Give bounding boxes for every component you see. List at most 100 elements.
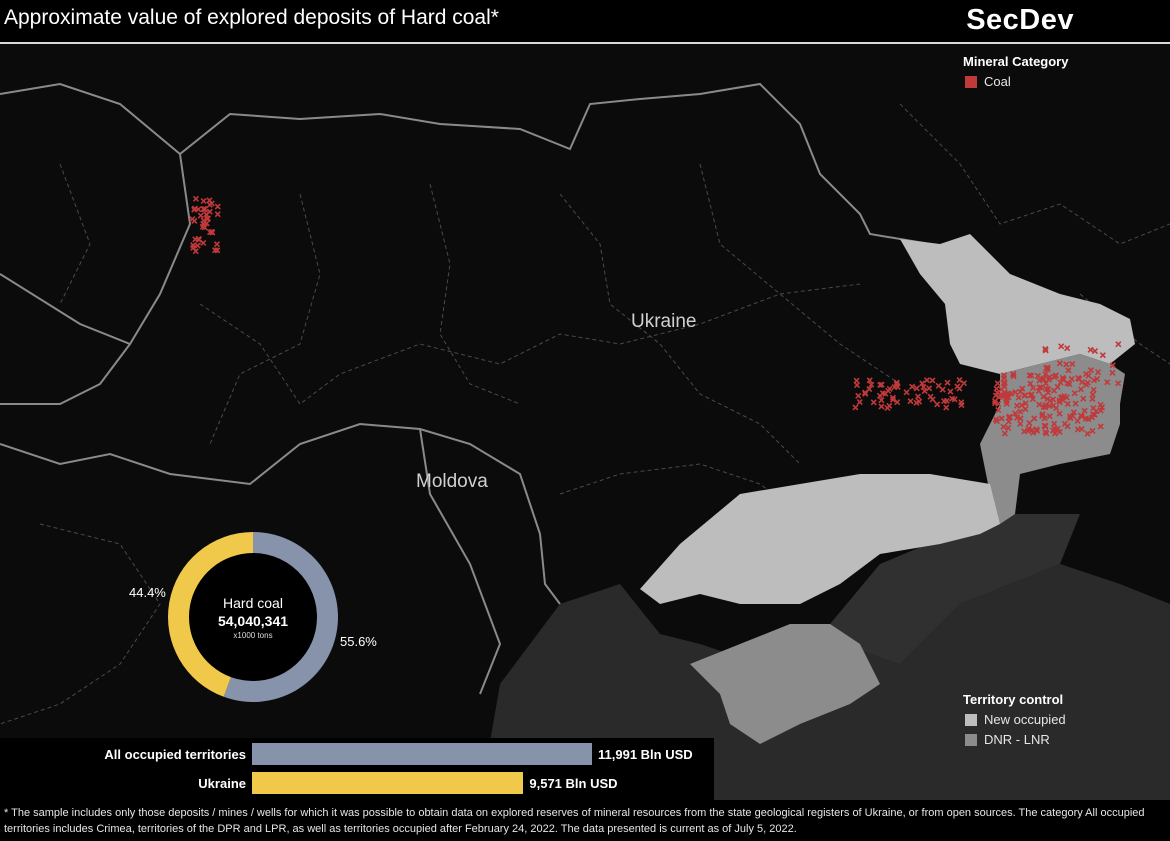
- coal-marker[interactable]: [886, 385, 893, 392]
- coal-marker[interactable]: [1001, 430, 1008, 437]
- coal-marker[interactable]: [190, 244, 197, 251]
- coal-marker[interactable]: [1006, 413, 1013, 420]
- coal-marker[interactable]: [914, 393, 922, 400]
- coal-marker[interactable]: [855, 392, 862, 399]
- bar-occupied[interactable]: [252, 743, 592, 765]
- coal-marker[interactable]: [1056, 410, 1063, 417]
- coal-marker[interactable]: [1014, 414, 1021, 421]
- coal-marker[interactable]: [1017, 408, 1024, 415]
- coal-marker[interactable]: [1080, 395, 1087, 402]
- coal-marker[interactable]: [1036, 401, 1043, 408]
- coal-marker[interactable]: [926, 385, 933, 392]
- coal-marker[interactable]: [1068, 375, 1075, 383]
- coal-marker[interactable]: [878, 403, 885, 410]
- coal-marker[interactable]: [882, 390, 889, 397]
- coal-marker[interactable]: [1093, 375, 1101, 382]
- coal-marker[interactable]: [949, 395, 956, 402]
- coal-marker[interactable]: [852, 404, 859, 411]
- coal-marker[interactable]: [1081, 407, 1088, 414]
- coal-marker[interactable]: [1029, 395, 1036, 403]
- coal-marker[interactable]: [907, 398, 914, 405]
- coal-marker[interactable]: [1074, 426, 1081, 433]
- coal-marker[interactable]: [1084, 430, 1091, 437]
- legend-item-new-occupied[interactable]: New occupied: [965, 712, 1066, 727]
- coal-marker[interactable]: [1044, 366, 1051, 373]
- coal-marker[interactable]: [929, 377, 936, 384]
- coal-marker[interactable]: [1042, 347, 1049, 354]
- coal-marker[interactable]: [1099, 352, 1106, 359]
- coal-marker[interactable]: [1058, 343, 1065, 350]
- coal-marker[interactable]: [1077, 412, 1084, 419]
- coal-marker[interactable]: [204, 215, 211, 222]
- coal-marker[interactable]: [893, 379, 900, 386]
- coal-marker[interactable]: [944, 379, 951, 386]
- donut-chart[interactable]: Hard coal 54,040,341 x1000 tons: [168, 532, 339, 702]
- coal-marker[interactable]: [189, 216, 196, 223]
- coal-marker[interactable]: [1064, 400, 1071, 407]
- coal-marker[interactable]: [1018, 402, 1025, 409]
- coal-marker[interactable]: [998, 386, 1005, 393]
- coal-marker[interactable]: [877, 381, 884, 388]
- coal-marker[interactable]: [913, 385, 920, 392]
- coal-marker[interactable]: [208, 228, 215, 235]
- coal-marker[interactable]: [1005, 424, 1012, 432]
- coal-marker[interactable]: [919, 380, 926, 387]
- coal-marker[interactable]: [1046, 413, 1053, 420]
- coal-marker[interactable]: [1059, 374, 1066, 381]
- coal-marker[interactable]: [1042, 371, 1049, 378]
- coal-marker[interactable]: [889, 396, 897, 403]
- coal-marker[interactable]: [1057, 379, 1064, 386]
- coal-marker[interactable]: [1024, 427, 1031, 434]
- coal-marker[interactable]: [1063, 361, 1070, 368]
- coal-marker[interactable]: [211, 247, 219, 254]
- coal-marker[interactable]: [1087, 346, 1094, 353]
- coal-marker[interactable]: [1066, 381, 1073, 388]
- coal-marker[interactable]: [1089, 391, 1096, 398]
- coal-marker[interactable]: [1047, 397, 1054, 404]
- coal-marker[interactable]: [1040, 376, 1047, 383]
- coal-marker[interactable]: [195, 235, 202, 242]
- coal-marker[interactable]: [1050, 427, 1057, 434]
- legend-item-coal[interactable]: Coal: [965, 74, 1011, 89]
- coal-marker[interactable]: [1043, 386, 1050, 393]
- coal-marker[interactable]: [870, 399, 877, 406]
- coal-marker[interactable]: [1109, 362, 1116, 369]
- coal-marker[interactable]: [903, 389, 910, 396]
- coal-marker[interactable]: [1061, 420, 1068, 427]
- coal-marker[interactable]: [1042, 422, 1049, 430]
- coal-marker[interactable]: [1097, 423, 1104, 430]
- coal-marker[interactable]: [1069, 360, 1076, 368]
- coal-marker[interactable]: [1015, 394, 1022, 401]
- coal-marker[interactable]: [993, 418, 1000, 425]
- coal-marker[interactable]: [1036, 377, 1043, 384]
- bar-ukraine[interactable]: [252, 772, 524, 794]
- coal-marker[interactable]: [1027, 380, 1034, 387]
- coal-marker[interactable]: [866, 377, 873, 384]
- coal-marker[interactable]: [214, 211, 221, 218]
- coal-marker[interactable]: [203, 211, 210, 218]
- coal-marker[interactable]: [1012, 410, 1019, 417]
- coal-marker[interactable]: [1045, 389, 1052, 396]
- coal-marker[interactable]: [894, 399, 901, 406]
- coal-marker[interactable]: [1017, 420, 1024, 427]
- coal-marker[interactable]: [923, 377, 931, 384]
- coal-marker[interactable]: [1054, 425, 1061, 432]
- coal-marker[interactable]: [1094, 369, 1102, 376]
- coal-marker[interactable]: [197, 212, 204, 219]
- coal-marker[interactable]: [1104, 379, 1111, 386]
- coal-marker[interactable]: [201, 206, 208, 213]
- coal-marker[interactable]: [921, 388, 928, 395]
- coal-marker[interactable]: [868, 381, 875, 388]
- coal-marker[interactable]: [856, 398, 863, 406]
- coal-marker[interactable]: [200, 197, 207, 205]
- coal-marker[interactable]: [1043, 430, 1050, 437]
- coal-marker[interactable]: [1082, 371, 1090, 378]
- coal-marker[interactable]: [1097, 407, 1104, 414]
- coal-marker[interactable]: [1019, 385, 1026, 392]
- coal-marker[interactable]: [1054, 383, 1061, 390]
- coal-marker[interactable]: [1072, 400, 1079, 407]
- coal-marker[interactable]: [1040, 393, 1047, 400]
- coal-marker[interactable]: [1087, 367, 1095, 374]
- coal-marker[interactable]: [1066, 413, 1074, 420]
- coal-marker[interactable]: [200, 217, 207, 224]
